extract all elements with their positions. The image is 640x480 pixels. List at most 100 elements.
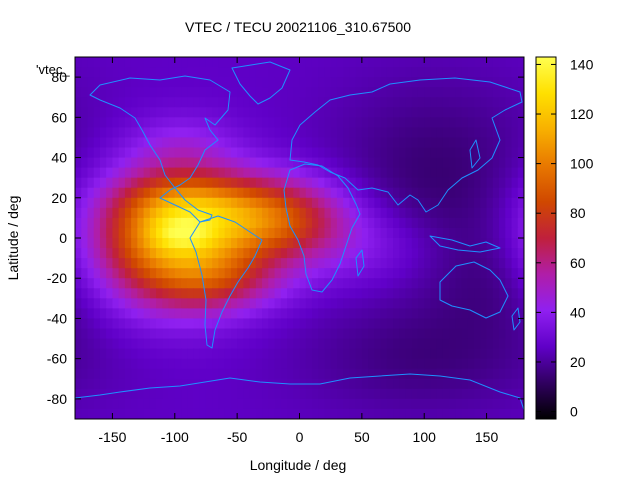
heatmap-cell — [93, 348, 101, 360]
heatmap-cell — [255, 207, 263, 219]
heatmap-cell — [75, 187, 82, 199]
heatmap-cell — [93, 308, 101, 320]
heatmap-cell — [224, 197, 232, 209]
heatmap-cell — [411, 147, 419, 159]
heatmap-cell — [193, 147, 201, 159]
heatmap-cell — [299, 278, 307, 289]
heatmap-cell — [305, 358, 313, 370]
heatmap-cell — [368, 398, 375, 410]
heatmap-cell — [187, 318, 195, 330]
heatmap-cell — [287, 127, 294, 139]
heatmap-cell — [230, 157, 238, 169]
heatmap-cell — [505, 157, 513, 169]
heatmap-cell — [162, 388, 170, 400]
heatmap-cell — [262, 127, 269, 139]
heatmap-cell — [143, 338, 151, 350]
heatmap-cell — [112, 268, 120, 279]
heatmap-cell — [237, 238, 244, 249]
heatmap-cell — [324, 398, 332, 410]
heatmap-cell — [405, 167, 413, 179]
heatmap-cell — [255, 378, 263, 390]
heatmap-cell — [193, 258, 201, 269]
heatmap-cell — [162, 207, 170, 219]
heatmap-cell — [299, 348, 307, 360]
heatmap-cell — [318, 348, 326, 360]
heatmap-cell — [280, 368, 288, 380]
heatmap-cell — [436, 207, 444, 219]
heatmap-cell — [137, 388, 145, 400]
heatmap-cell — [118, 97, 126, 108]
heatmap-cell — [480, 298, 488, 309]
heatmap-cell — [455, 177, 463, 189]
heatmap-cell — [181, 308, 188, 320]
heatmap-cell — [106, 217, 114, 229]
heatmap-cell — [499, 57, 506, 68]
heatmap-cell — [361, 378, 369, 390]
heatmap-cell — [143, 197, 151, 209]
heatmap-cell — [499, 77, 506, 88]
heatmap-cell — [355, 318, 363, 330]
heatmap-cell — [162, 157, 170, 169]
heatmap-cell — [243, 97, 251, 108]
heatmap-cell — [131, 97, 138, 108]
heatmap-cell — [405, 318, 413, 330]
heatmap-cell — [405, 288, 413, 299]
heatmap-cell — [442, 258, 450, 269]
heatmap-cell — [324, 127, 332, 139]
heatmap-cell — [386, 328, 394, 340]
heatmap-cell — [349, 338, 357, 350]
heatmap-cell — [436, 298, 444, 309]
heatmap-cell — [474, 197, 481, 209]
heatmap-cell — [399, 298, 407, 309]
heatmap-cell — [187, 57, 195, 68]
heatmap-cell — [81, 388, 89, 400]
heatmap-cell — [106, 87, 114, 98]
heatmap-cell — [205, 398, 213, 410]
heatmap-cell — [486, 368, 494, 380]
heatmap-cell — [368, 77, 375, 88]
heatmap-cell — [118, 147, 126, 159]
heatmap-cell — [81, 408, 89, 419]
heatmap-cell — [417, 177, 425, 189]
heatmap-cell — [299, 177, 307, 189]
indonesia-coastline — [429, 235, 501, 253]
heatmap-cell — [243, 338, 251, 350]
heatmap-cell — [424, 197, 432, 209]
heatmap-cell — [218, 268, 226, 279]
heatmap-cell — [218, 117, 226, 128]
heatmap-cell — [368, 117, 375, 128]
heatmap-cell — [380, 388, 388, 400]
heatmap-cell — [380, 278, 388, 289]
heatmap-cell — [405, 298, 413, 309]
heatmap-cell — [99, 157, 107, 169]
heatmap-cell — [355, 378, 363, 390]
heatmap-cell — [268, 328, 276, 340]
heatmap-cell — [255, 117, 263, 128]
heatmap-cell — [124, 388, 132, 400]
heatmap-cell — [436, 248, 444, 259]
heatmap-cell — [205, 318, 213, 330]
heatmap-cell — [492, 147, 500, 159]
heatmap-cell — [499, 107, 506, 118]
heatmap-cell — [430, 268, 438, 279]
heatmap-cell — [268, 318, 276, 330]
heatmap-cell — [467, 258, 475, 269]
heatmap-cell — [149, 167, 157, 179]
heatmap-cell — [124, 87, 132, 98]
heatmap-cell — [486, 207, 494, 219]
heatmap-cell — [262, 298, 269, 309]
heatmap-cell — [162, 248, 170, 259]
heatmap-cell — [181, 187, 188, 199]
heatmap-cell — [218, 57, 226, 68]
heatmap-cell — [212, 117, 220, 128]
heatmap-cell — [318, 77, 326, 88]
heatmap-cell — [380, 177, 388, 189]
heatmap-cell — [492, 107, 500, 118]
heatmap-cell — [467, 298, 475, 309]
heatmap-cell — [224, 207, 232, 219]
heatmap-cell — [393, 258, 400, 269]
heatmap-cell — [399, 137, 407, 149]
heatmap-cell — [449, 217, 457, 229]
heatmap-cell — [399, 348, 407, 360]
heatmap-cell — [505, 338, 513, 350]
